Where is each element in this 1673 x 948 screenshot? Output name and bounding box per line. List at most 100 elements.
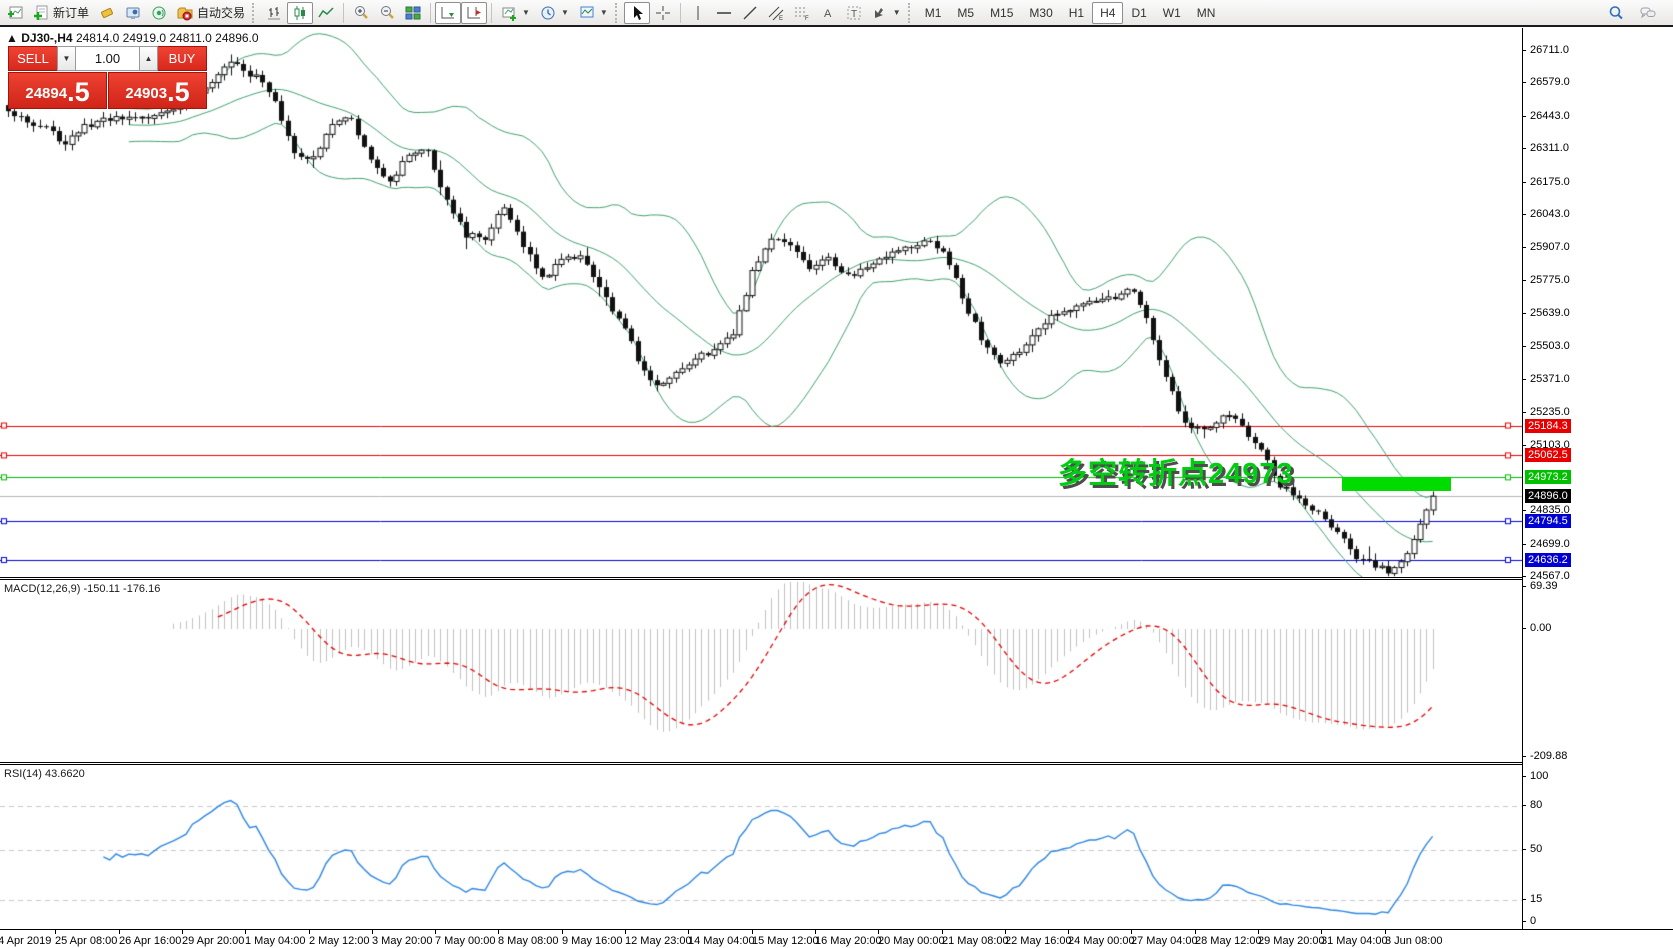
buy-price-display[interactable]: 24903 .5 bbox=[108, 72, 207, 109]
tile-windows-button[interactable] bbox=[400, 2, 426, 24]
line-chart-button[interactable] bbox=[313, 2, 339, 24]
new-chart-corner-button[interactable] bbox=[2, 2, 28, 24]
timeframe-button-W1[interactable]: W1 bbox=[1162, 5, 1181, 20]
sell-button[interactable]: SELL bbox=[8, 46, 57, 71]
toolbar-grip bbox=[252, 2, 257, 23]
trendline-button[interactable] bbox=[737, 2, 763, 24]
time-label: 28 May 12:00 bbox=[1195, 935, 1262, 947]
toolbar-separator bbox=[679, 2, 681, 23]
price-axis: 26711.0 26579.0 26443.0 26311.0 26175.0 26043… bbox=[1522, 28, 1673, 929]
horizontal-line-button[interactable] bbox=[711, 2, 737, 24]
timeframe-button-M15[interactable]: M15 bbox=[990, 5, 1014, 20]
bar-chart-icon bbox=[268, 6, 281, 19]
cursor-icon bbox=[633, 5, 643, 20]
time-tick bbox=[1258, 930, 1259, 934]
sell-price-display[interactable]: 24894 .5 bbox=[8, 72, 107, 109]
time-tick bbox=[1321, 930, 1322, 934]
time-tick bbox=[182, 930, 183, 934]
collapse-arrow-icon[interactable]: ▲ bbox=[6, 31, 18, 45]
dropdown-arrow-icon: ▼ bbox=[892, 8, 901, 17]
timeframe-button-MN[interactable]: MN bbox=[1196, 5, 1216, 20]
time-label: 9 May 16:00 bbox=[562, 935, 623, 947]
toolbar-grip bbox=[614, 2, 620, 23]
channel-icon: E bbox=[768, 6, 784, 21]
bar-chart-button[interactable] bbox=[261, 2, 287, 24]
auto-scroll-button[interactable] bbox=[435, 1, 462, 24]
new-order-button[interactable]: 新订单 bbox=[28, 2, 94, 24]
buy-button[interactable]: BUY bbox=[158, 46, 207, 71]
main-chart-canvas[interactable] bbox=[0, 28, 1522, 577]
arrows-dropdown[interactable]: ▼ bbox=[867, 2, 906, 24]
text-label-button[interactable]: T bbox=[841, 2, 867, 24]
time-label: 7 May 00:00 bbox=[435, 935, 496, 947]
chart-shift-button[interactable] bbox=[461, 1, 488, 24]
rsi-label: RSI(14) 43.6620 bbox=[4, 768, 85, 780]
pane-separator[interactable] bbox=[0, 762, 1673, 765]
dropdown-arrow-icon: ▼ bbox=[599, 8, 608, 17]
sell-price-main: 24894 bbox=[25, 85, 68, 102]
timeframe-button-H4[interactable]: H4 bbox=[1092, 1, 1124, 24]
price-tag-24636.2: 24636.2 bbox=[1525, 553, 1571, 568]
time-label: 20 May 00:00 bbox=[878, 935, 945, 947]
tile-windows-icon bbox=[405, 6, 421, 19]
candlestick-chart-button[interactable] bbox=[287, 1, 314, 24]
equidistant-channel-button[interactable]: E bbox=[763, 2, 789, 24]
supply-zone-rectangle[interactable] bbox=[1342, 477, 1451, 491]
templates-dropdown[interactable]: ▼ bbox=[574, 2, 613, 24]
chart-shift-icon bbox=[467, 6, 482, 18]
timeframe-button-M5[interactable]: M5 bbox=[957, 5, 975, 20]
auto-trading-button[interactable]: 自动交易 bbox=[172, 2, 250, 24]
volume-input[interactable] bbox=[76, 46, 139, 71]
timeframe-button-M1[interactable]: M1 bbox=[924, 5, 942, 20]
rsi-value: 43.6620 bbox=[44, 768, 85, 780]
pivot-annotation-text[interactable]: 多空转折点24973 bbox=[1058, 458, 1294, 490]
crosshair-icon bbox=[655, 5, 670, 20]
time-label: 31 May 04:00 bbox=[1321, 935, 1388, 947]
cursor-button[interactable] bbox=[623, 1, 650, 24]
time-label: 21 May 08:00 bbox=[942, 935, 1009, 947]
timeframe-button-M30[interactable]: M30 bbox=[1029, 5, 1053, 20]
zoom-out-button[interactable] bbox=[374, 2, 400, 24]
symbol-info-bar: ▲ DJ30-,H4 24814.0 24919.0 24811.0 24896… bbox=[6, 31, 259, 45]
new-chart-icon bbox=[502, 7, 517, 21]
vertical-line-button[interactable] bbox=[685, 2, 711, 24]
signal-icon bbox=[152, 6, 166, 19]
text-icon: A bbox=[824, 8, 832, 20]
crosshair-button[interactable] bbox=[650, 2, 676, 24]
eraser-button[interactable] bbox=[94, 2, 120, 24]
volume-increase-button[interactable]: ▲ bbox=[139, 46, 158, 71]
chat-button[interactable] bbox=[1635, 2, 1661, 24]
new-chart-dropdown[interactable]: ▼ bbox=[496, 2, 535, 24]
dropdown-arrow-icon: ▼ bbox=[522, 8, 530, 17]
zoom-out-icon bbox=[381, 5, 394, 19]
time-tick bbox=[562, 930, 563, 934]
main-toolbar: 新订单 自动交易 bbox=[0, 0, 1673, 27]
buy-price-frac: .5 bbox=[167, 77, 190, 107]
line-chart-icon bbox=[318, 6, 334, 17]
toolbar-right-icons bbox=[1603, 2, 1671, 24]
zoom-in-button[interactable] bbox=[348, 2, 374, 24]
vertical-line-icon bbox=[697, 5, 699, 20]
macd-name: MACD(12,26,9) bbox=[4, 583, 81, 595]
profiles-dropdown[interactable]: ▼ bbox=[535, 2, 574, 24]
timeframe-button-D1[interactable]: D1 bbox=[1131, 5, 1147, 20]
fibonacci-button[interactable]: F bbox=[789, 2, 815, 24]
volume-decrease-button[interactable]: ▼ bbox=[57, 46, 76, 71]
time-tick bbox=[625, 930, 626, 934]
metaeditor-button[interactable] bbox=[120, 2, 146, 24]
pane-separator[interactable] bbox=[0, 577, 1673, 580]
symbol-ohlc: 24814.0 24919.0 24811.0 24896.0 bbox=[75, 31, 259, 45]
signals-button[interactable] bbox=[146, 2, 172, 24]
time-label: 29 Apr 20:00 bbox=[182, 935, 245, 947]
search-button[interactable] bbox=[1603, 2, 1629, 24]
time-label: 29 May 20:00 bbox=[1258, 935, 1325, 947]
macd-indicator-canvas[interactable] bbox=[0, 580, 1522, 762]
time-tick bbox=[815, 930, 816, 934]
rsi-indicator-canvas[interactable] bbox=[0, 765, 1522, 929]
time-label: 24 Apr 2019 bbox=[0, 935, 52, 947]
text-button[interactable]: A bbox=[815, 2, 841, 24]
candlestick-icon bbox=[294, 5, 306, 20]
timeframe-button-H1[interactable]: H1 bbox=[1068, 5, 1085, 20]
